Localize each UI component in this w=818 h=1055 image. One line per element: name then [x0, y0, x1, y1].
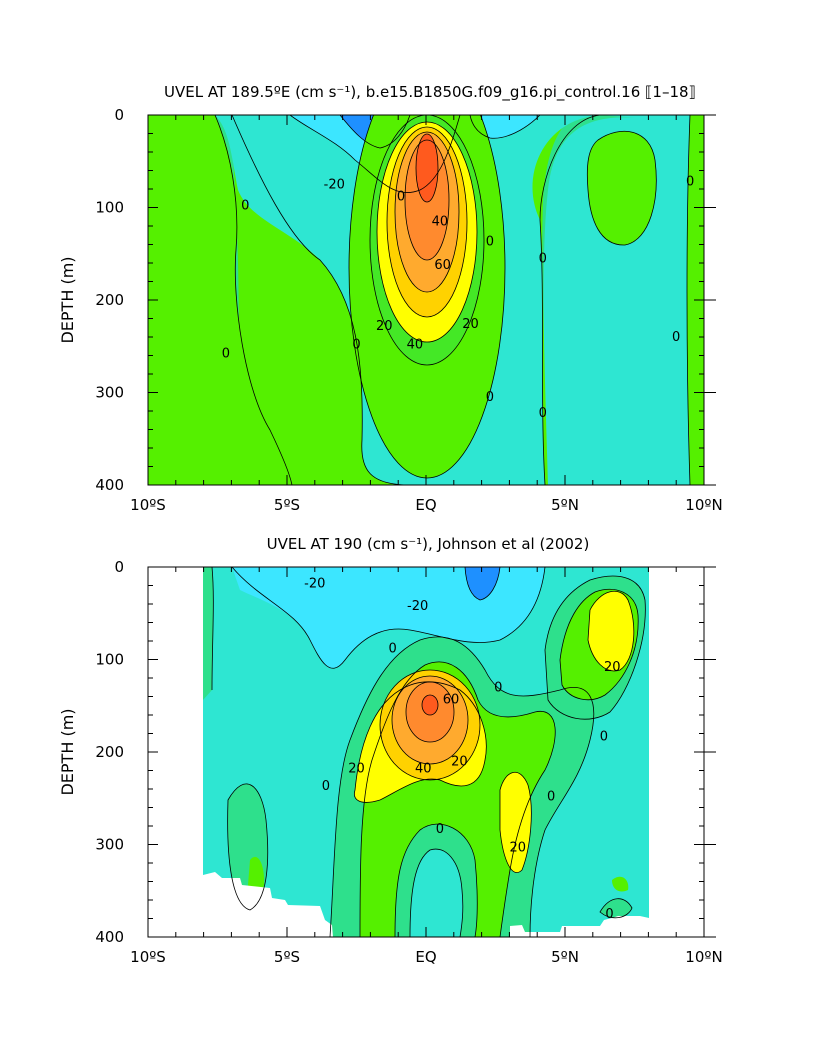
x-tick-label: EQ: [415, 496, 436, 514]
contour-fill: [148, 567, 704, 937]
y-tick-label: 300: [95, 836, 124, 854]
contour-label: 60: [443, 692, 460, 707]
panel-observations: UVEL AT 190 (cm s⁻¹), Johnson et al (200…: [58, 535, 723, 966]
contour-label: 20: [509, 840, 526, 855]
contour-label: 0: [672, 330, 680, 345]
level-band-60: [416, 134, 438, 202]
x-tick-label: 10ºS: [130, 496, 166, 514]
contour-label: 0: [600, 729, 608, 744]
level-band-20-south: [500, 772, 532, 873]
y-tick-label: 100: [95, 651, 124, 669]
contour-label: 40: [407, 337, 424, 352]
x-tick-label: 5ºS: [274, 948, 300, 966]
contour-label: 0: [388, 641, 396, 656]
x-tick-label: 5ºN: [551, 948, 579, 966]
y-tick-label: 400: [95, 476, 124, 494]
contour-label: 60: [434, 258, 451, 273]
contour-label: 20: [451, 754, 468, 769]
y-axis-label: DEPTH (m): [58, 708, 77, 795]
level-band-jet-m10: [410, 849, 463, 937]
x-tick-label: 10ºN: [685, 948, 722, 966]
contour-label: 40: [432, 214, 449, 229]
level-band-se-0: [600, 898, 632, 918]
level-band-north-10: [587, 131, 657, 246]
x-tick-label: 10ºN: [685, 496, 722, 514]
level-band-10: [248, 856, 265, 896]
no-data-mask-sw: [203, 872, 333, 937]
y-tick-label: 0: [114, 558, 124, 576]
chart-title: UVEL AT 189.5ºE (cm s⁻¹), b.e15.B1850G.f…: [164, 83, 696, 102]
contour-label: 20: [462, 317, 479, 332]
y-tick-label: 200: [95, 291, 124, 309]
level-band-60: [422, 695, 438, 715]
contour-label: 0: [397, 189, 405, 204]
contour-label: 0: [241, 199, 249, 214]
contour-label: -20: [407, 599, 428, 614]
level-band-0: [203, 567, 214, 700]
contour-label: 0: [436, 822, 444, 837]
x-tick-label: EQ: [415, 948, 436, 966]
x-tick-label: 5ºS: [274, 496, 300, 514]
y-axis-label: DEPTH (m): [58, 256, 77, 343]
y-tick-label: 300: [95, 384, 124, 402]
contour-label: -20: [304, 577, 325, 592]
contour-label: 0: [486, 390, 494, 405]
contour-label: 0: [539, 251, 547, 266]
panel-model: UVEL AT 189.5ºE (cm s⁻¹), b.e15.B1850G.f…: [58, 83, 723, 514]
y-tick-label: 0: [114, 106, 124, 124]
contour-label: 20: [348, 762, 365, 777]
level-band-minus20: [232, 567, 545, 669]
contour-label: 0: [322, 779, 330, 794]
contour-label: 0: [352, 337, 360, 352]
no-data-mask-se: [510, 916, 649, 937]
contour-label: 0: [686, 175, 694, 190]
contour-labels: -20 -20 0 60 20 40 20 0 0 0 20 0 20 0 0: [304, 577, 621, 922]
y-tick-label: 400: [95, 928, 124, 946]
level-band-west: [148, 115, 292, 485]
level-band-north-20: [588, 591, 634, 671]
contour-label: 40: [415, 762, 432, 777]
contour-label: 0: [539, 406, 547, 421]
contour-label: 0: [605, 907, 613, 922]
contour-labels: -20 0 0 0 0 40 60 20 40 20 0 0 0 0 0 0: [222, 175, 695, 421]
contour-lines: [214, 115, 691, 485]
contour-label: -20: [324, 177, 345, 192]
x-tick-label: 10ºS: [130, 948, 166, 966]
chart-title: UVEL AT 190 (cm s⁻¹), Johnson et al (200…: [267, 535, 590, 553]
contour-label: 0: [494, 680, 502, 695]
x-tick-label: 5ºN: [551, 496, 579, 514]
y-tick-label: 100: [95, 199, 124, 217]
contour-label: 0: [547, 789, 555, 804]
contour-label: 0: [222, 347, 230, 362]
contour-label: 20: [376, 319, 393, 334]
contour-lines: [211, 567, 646, 937]
level-band-se-10: [612, 876, 629, 892]
contour-label: 0: [486, 235, 494, 250]
contour-label: 20: [604, 660, 621, 675]
y-tick-label: 200: [95, 743, 124, 761]
